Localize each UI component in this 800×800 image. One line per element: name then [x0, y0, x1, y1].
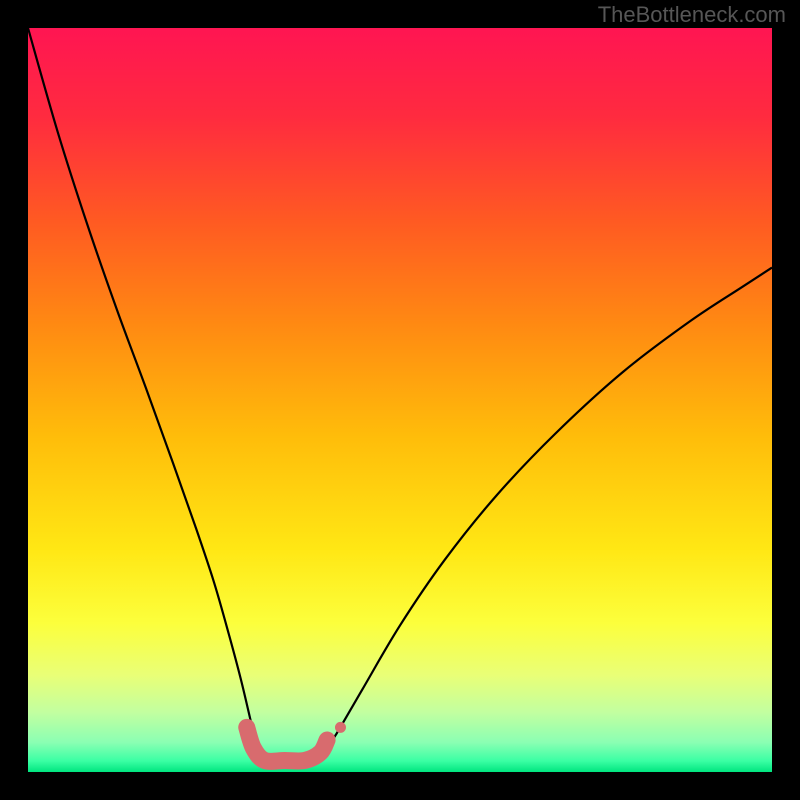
bottom-marker	[247, 727, 327, 761]
left-curve	[28, 28, 257, 750]
plot-area	[28, 28, 772, 772]
watermark-text: TheBottleneck.com	[598, 2, 786, 28]
right-curve	[326, 268, 772, 750]
bottom-marker-dot	[335, 722, 346, 733]
curves	[28, 28, 772, 772]
chart-root: TheBottleneck.com	[0, 0, 800, 800]
